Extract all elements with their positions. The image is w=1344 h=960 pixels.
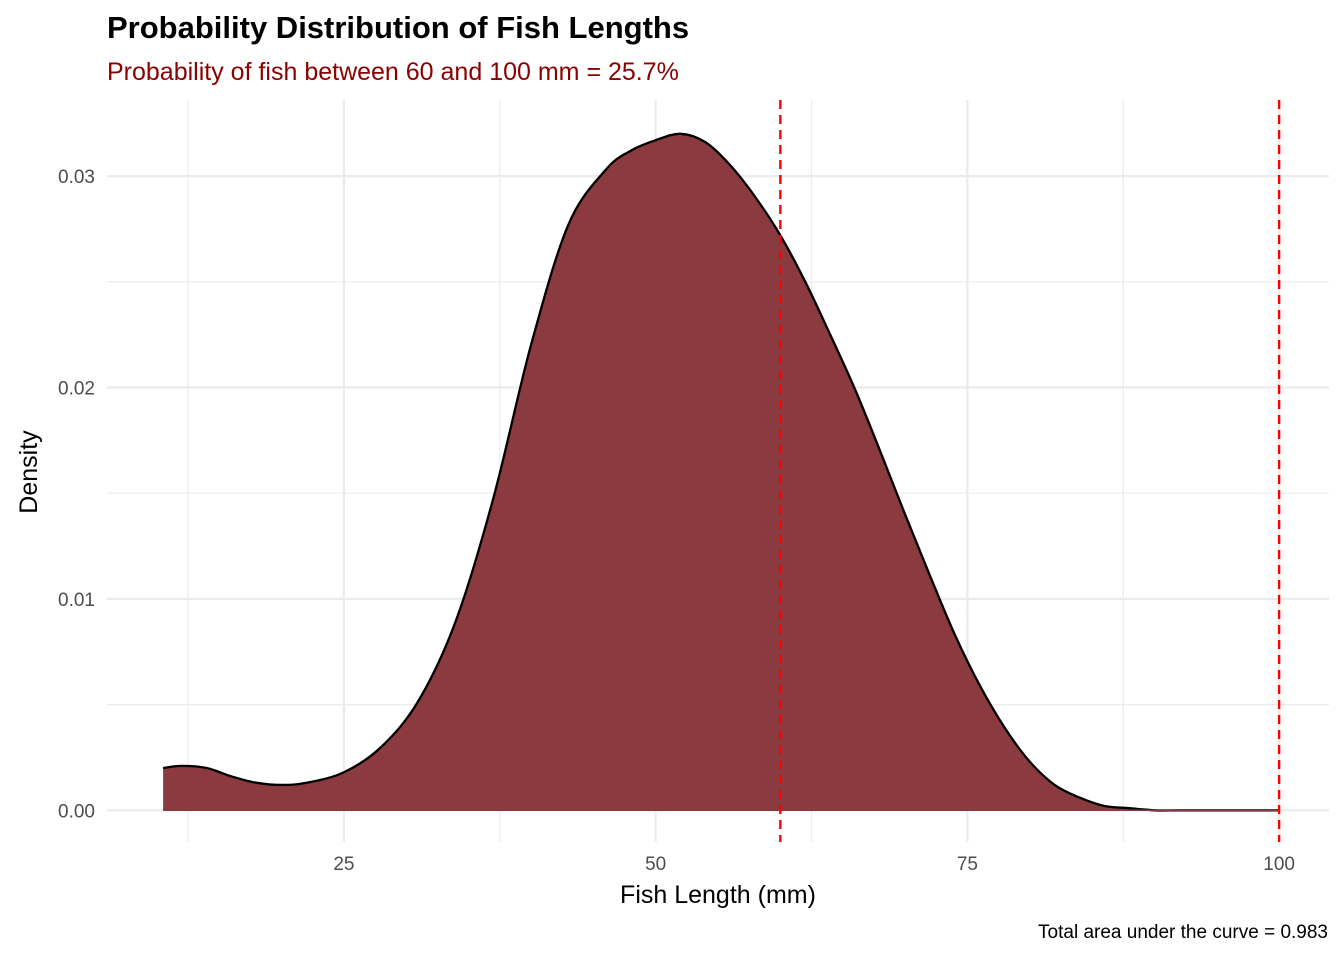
- chart-title: Probability Distribution of Fish Lengths: [107, 10, 690, 45]
- y-tick-label: 0.03: [58, 167, 95, 188]
- density-area: [163, 133, 1280, 811]
- x-tick-label: 100: [1263, 854, 1295, 875]
- x-tick-label: 50: [645, 854, 666, 875]
- chart-caption: Total area under the curve = 0.983: [1038, 922, 1328, 943]
- x-axis-title: Fish Length (mm): [620, 881, 816, 909]
- density-marks: [162, 132, 1280, 812]
- density-line: [162, 132, 1280, 812]
- y-tick-label: 0.02: [58, 378, 95, 399]
- chart-subtitle: Probability of fish between 60 and 100 m…: [107, 58, 679, 86]
- tick-labels: 25 50 75 100 0.00 0.01 0.02 0.03: [58, 167, 1295, 875]
- x-tick-label: 75: [957, 854, 978, 875]
- y-tick-label: 0.01: [58, 590, 95, 611]
- reference-lines: [779, 100, 1281, 842]
- y-tick-label: 0.00: [58, 801, 95, 822]
- y-axis-title: Density: [15, 430, 43, 514]
- x-tick-label: 25: [333, 854, 354, 875]
